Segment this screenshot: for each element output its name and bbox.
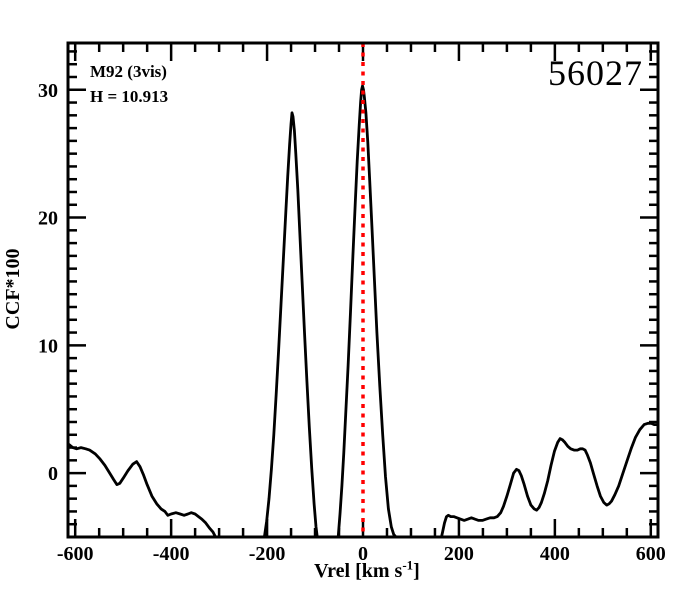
x-axis-title-sup: -1 [402, 557, 414, 573]
x-axis-title-main: Vrel [km s [314, 560, 403, 582]
y-tick-label: 20 [38, 208, 58, 230]
x-axis-title-end: ] [413, 560, 420, 582]
x-tick-label: -400 [153, 543, 190, 565]
y-axis-title: CCF*100 [2, 248, 24, 330]
ccf-curve [440, 421, 658, 537]
ccf-curve [262, 111, 319, 537]
x-axis-title: Vrel [km s-1] [267, 557, 467, 583]
ccf-curve [336, 84, 398, 537]
cluster-label: M92 (3vis) [90, 62, 167, 81]
x-tick-label: 200 [444, 543, 474, 565]
magnitude-label: H = 10.913 [90, 87, 169, 106]
x-tick-label: 0 [358, 543, 368, 565]
x-tick-label: 400 [540, 543, 570, 565]
x-tick-label: 600 [636, 543, 666, 565]
y-tick-label: 10 [38, 335, 58, 357]
star-id-label: 56027 [548, 53, 643, 93]
x-tick-label: -200 [249, 543, 286, 565]
plot-frame [66, 41, 660, 539]
x-tick-label: -600 [57, 543, 94, 565]
ccf-curve [68, 442, 218, 537]
y-tick-label: 0 [48, 463, 58, 485]
y-tick-label: 30 [38, 80, 58, 102]
